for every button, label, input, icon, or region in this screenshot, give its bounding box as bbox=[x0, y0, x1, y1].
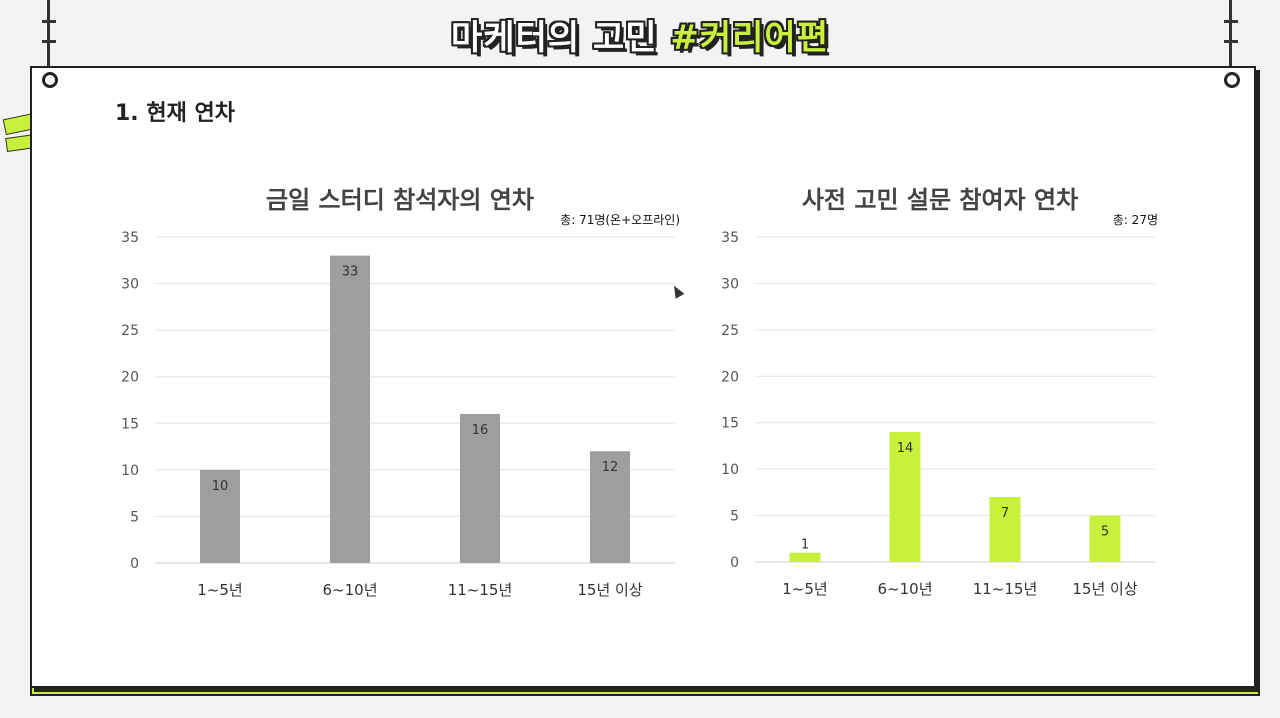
chart-1-title: 금일 스터디 참석자의 연차 bbox=[266, 186, 534, 214]
data-label: 12 bbox=[602, 460, 619, 475]
right-hook bbox=[1224, 72, 1240, 88]
page-header-title: 마케터의 고민 #커리어편 bbox=[0, 10, 1280, 59]
x-category-label: 15년 이상 bbox=[577, 581, 642, 599]
chart-2-note: 총: 27명 bbox=[1112, 213, 1158, 227]
y-tick-label: 15 bbox=[121, 416, 139, 432]
data-label: 33 bbox=[342, 265, 359, 280]
data-label: 1 bbox=[801, 538, 809, 553]
y-tick-label: 20 bbox=[121, 370, 139, 386]
header-title-hashtag: #커리어편 bbox=[670, 18, 829, 58]
y-tick-label: 5 bbox=[130, 509, 139, 525]
left-rope bbox=[47, 0, 50, 72]
right-rope bbox=[1229, 0, 1232, 72]
y-tick-label: 30 bbox=[121, 277, 139, 293]
y-tick-label: 10 bbox=[721, 462, 739, 478]
y-tick-label: 25 bbox=[721, 323, 739, 339]
bar bbox=[789, 552, 821, 562]
y-tick-label: 0 bbox=[130, 556, 139, 572]
bar bbox=[200, 469, 240, 563]
chart-1-note: 총: 71명(온+오프라인) bbox=[560, 213, 680, 227]
bar bbox=[590, 451, 630, 563]
chart-2-title: 사전 고민 설문 참여자 연차 bbox=[801, 186, 1079, 214]
x-category-label: 11~15년 bbox=[973, 580, 1038, 598]
left-hook bbox=[42, 72, 58, 88]
chart-1-attendee-career: 0 5 10 15 20 25 30 35 10 1~5년 33 6~10년 16 11~15년 12 15년… bbox=[121, 230, 675, 599]
bar bbox=[330, 255, 370, 563]
x-category-label: 1~5년 bbox=[197, 581, 242, 599]
bar bbox=[889, 432, 921, 562]
data-label: 10 bbox=[212, 479, 229, 494]
data-label: 16 bbox=[472, 423, 489, 438]
y-tick-label: 25 bbox=[121, 323, 139, 339]
y-tick-label: 15 bbox=[721, 416, 739, 432]
rope-knot bbox=[42, 40, 56, 43]
y-tick-label: 0 bbox=[730, 555, 739, 571]
bar bbox=[989, 497, 1021, 562]
chart-2-survey-career: 0 5 10 15 20 25 30 35 1 1~5년 14 6~10년 7 11~15년 5 15년 이상 bbox=[721, 230, 1155, 598]
x-category-label: 6~10년 bbox=[878, 580, 933, 598]
x-category-label: 15년 이상 bbox=[1072, 580, 1137, 598]
data-label: 7 bbox=[1001, 506, 1009, 521]
section-title: 1. 현재 연차 bbox=[115, 101, 235, 126]
y-tick-label: 30 bbox=[721, 276, 739, 292]
bar bbox=[460, 413, 500, 563]
y-tick-label: 35 bbox=[121, 230, 139, 246]
data-label: 5 bbox=[1101, 525, 1109, 540]
x-category-label: 11~15년 bbox=[448, 581, 513, 599]
left-decoration bbox=[0, 110, 38, 158]
rope-knot bbox=[1224, 20, 1238, 23]
y-tick-label: 5 bbox=[730, 509, 739, 525]
header-title-main: 마케터의 고민 bbox=[451, 18, 671, 58]
rope-knot bbox=[1224, 40, 1238, 43]
y-tick-label: 35 bbox=[721, 230, 739, 246]
x-category-label: 1~5년 bbox=[782, 580, 827, 598]
x-category-label: 6~10년 bbox=[323, 581, 378, 599]
board-accent-strip bbox=[30, 686, 1260, 696]
y-tick-label: 10 bbox=[121, 463, 139, 479]
data-label: 14 bbox=[897, 441, 914, 456]
y-tick-label: 20 bbox=[721, 369, 739, 385]
bar bbox=[1089, 515, 1121, 562]
rope-knot bbox=[42, 20, 56, 23]
